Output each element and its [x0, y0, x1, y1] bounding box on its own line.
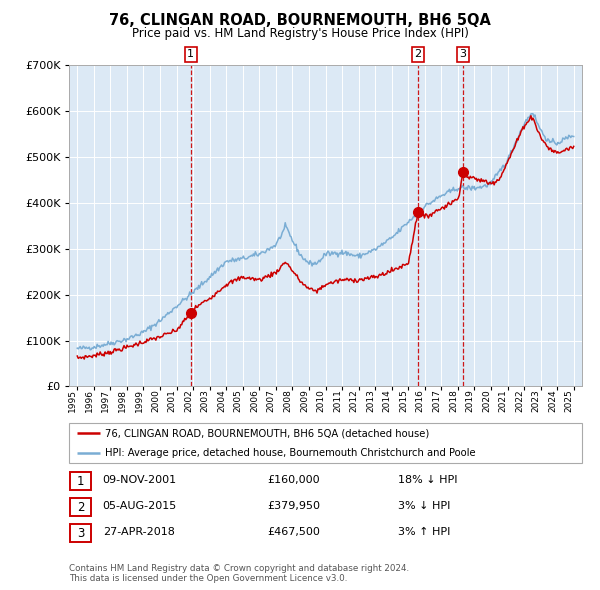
- Text: 76, CLINGAN ROAD, BOURNEMOUTH, BH6 5QA (detached house): 76, CLINGAN ROAD, BOURNEMOUTH, BH6 5QA (…: [105, 428, 429, 438]
- Text: Price paid vs. HM Land Registry's House Price Index (HPI): Price paid vs. HM Land Registry's House …: [131, 27, 469, 40]
- Text: 2: 2: [77, 501, 84, 514]
- Text: Contains HM Land Registry data © Crown copyright and database right 2024.
This d: Contains HM Land Registry data © Crown c…: [69, 563, 409, 583]
- Text: 1996: 1996: [85, 389, 94, 412]
- Text: 2004: 2004: [217, 389, 226, 412]
- Text: 2024: 2024: [548, 389, 557, 412]
- Text: 2022: 2022: [515, 389, 524, 412]
- Text: 2020: 2020: [482, 389, 491, 412]
- Text: 2005: 2005: [234, 389, 243, 412]
- Text: 2013: 2013: [366, 389, 375, 412]
- Text: 3: 3: [460, 50, 467, 60]
- Text: 2008: 2008: [283, 389, 292, 412]
- Text: 1999: 1999: [134, 389, 143, 412]
- Text: 3% ↑ HPI: 3% ↑ HPI: [398, 527, 451, 536]
- Text: 2021: 2021: [499, 389, 508, 412]
- Text: 18% ↓ HPI: 18% ↓ HPI: [398, 475, 458, 484]
- Text: 09-NOV-2001: 09-NOV-2001: [103, 475, 177, 484]
- Text: HPI: Average price, detached house, Bournemouth Christchurch and Poole: HPI: Average price, detached house, Bour…: [105, 448, 476, 458]
- Text: 2010: 2010: [317, 389, 325, 412]
- Text: 1: 1: [77, 475, 84, 488]
- Text: £160,000: £160,000: [267, 475, 320, 484]
- Text: 2007: 2007: [267, 389, 276, 412]
- Text: £379,950: £379,950: [267, 501, 320, 510]
- Text: 2012: 2012: [350, 389, 359, 412]
- Text: 2025: 2025: [565, 389, 574, 412]
- Text: 27-APR-2018: 27-APR-2018: [103, 527, 175, 536]
- Text: 2000: 2000: [151, 389, 160, 412]
- Text: 3: 3: [77, 527, 84, 540]
- Text: 1997: 1997: [101, 389, 110, 412]
- Text: 2009: 2009: [300, 389, 309, 412]
- Text: 2002: 2002: [184, 389, 193, 412]
- Text: 2018: 2018: [449, 389, 458, 412]
- Text: 05-AUG-2015: 05-AUG-2015: [103, 501, 177, 510]
- Text: 3% ↓ HPI: 3% ↓ HPI: [398, 501, 451, 510]
- Text: 1: 1: [187, 50, 194, 60]
- Text: 2006: 2006: [250, 389, 259, 412]
- Text: 2023: 2023: [532, 389, 541, 412]
- Text: 2017: 2017: [433, 389, 442, 412]
- Text: 76, CLINGAN ROAD, BOURNEMOUTH, BH6 5QA: 76, CLINGAN ROAD, BOURNEMOUTH, BH6 5QA: [109, 13, 491, 28]
- Text: 2003: 2003: [200, 389, 209, 412]
- Text: 2: 2: [415, 50, 422, 60]
- Text: 2016: 2016: [416, 389, 425, 412]
- Text: 1995: 1995: [68, 389, 77, 412]
- Text: 2015: 2015: [399, 389, 408, 412]
- Text: 2011: 2011: [333, 389, 342, 412]
- Text: 2001: 2001: [167, 389, 176, 412]
- Text: 2019: 2019: [466, 389, 475, 412]
- Text: 1998: 1998: [118, 389, 127, 412]
- Text: £467,500: £467,500: [267, 527, 320, 536]
- Text: 2014: 2014: [383, 389, 392, 412]
